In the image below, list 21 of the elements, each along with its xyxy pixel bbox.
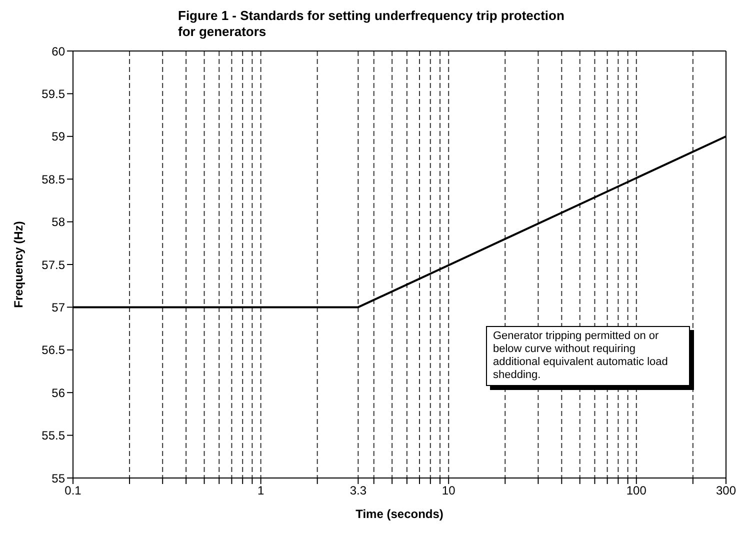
annotation: Generator tripping permitted on or below curve without requiring additional equivalent automatic load shedding. — [486, 326, 690, 386]
y-tick-label: 55.5 — [42, 428, 66, 443]
y-tick-label: 60 — [52, 44, 66, 58]
y-tick-label: 55 — [52, 471, 66, 486]
chart-title: Figure 1 - Standards for setting underfrequency trip protection for generators — [178, 8, 566, 40]
x-tick-label: 0.1 — [64, 484, 82, 498]
x-tick-label: 1 — [257, 484, 264, 498]
x-tick-label: 10 — [442, 484, 456, 498]
x-tick-label: 300 — [716, 484, 736, 498]
y-tick-label: 59 — [52, 130, 66, 144]
y-tick-label: 56 — [52, 386, 66, 400]
y-tick-label: 59.5 — [42, 86, 66, 101]
y-tick-label: 57.5 — [42, 258, 66, 272]
x-axis-title: Time (seconds) — [356, 507, 444, 521]
x-tick-label: 3.3 — [350, 484, 367, 498]
y-tick-label: 56.5 — [42, 343, 66, 358]
x-tick-label: 100 — [626, 484, 647, 498]
y-axis-title: Frequency (Hz) — [11, 221, 26, 308]
y-tick-label: 58 — [52, 215, 66, 230]
y-tick-label: 58.5 — [42, 172, 66, 186]
y-tick-label: 57 — [52, 300, 66, 314]
